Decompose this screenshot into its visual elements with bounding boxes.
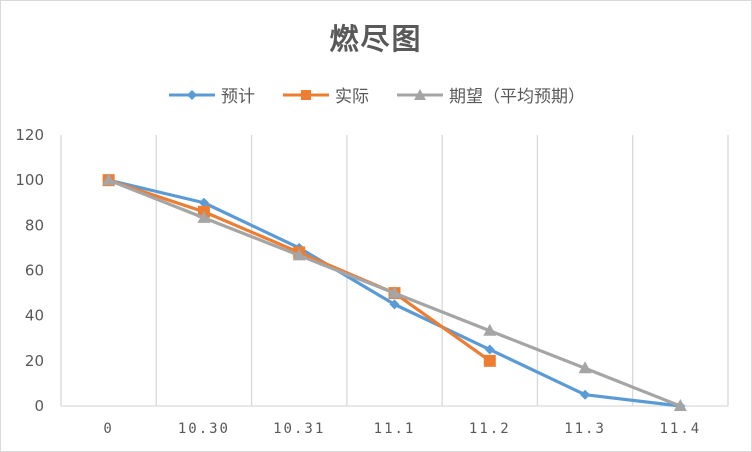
triangle-marker-icon[interactable] [578, 361, 592, 374]
chart-title: 燃尽图 [329, 22, 423, 56]
y-tick-label: 40 [25, 307, 44, 325]
y-tick-label: 100 [15, 171, 44, 189]
y-tick-label: 60 [25, 262, 44, 280]
triangle-marker-icon [397, 88, 443, 100]
diamond-marker-icon [169, 89, 215, 100]
data-series [102, 173, 687, 411]
series-square [102, 174, 496, 367]
diamond-marker-icon[interactable] [389, 299, 400, 310]
series-triangle [102, 173, 687, 411]
x-tick-label: 11.3 [564, 421, 606, 437]
chart-legend: 预计 实际 期望（平均预期） [0, 82, 752, 107]
square-marker-icon [283, 89, 329, 100]
diamond-marker-icon[interactable] [484, 344, 495, 355]
legend-label: 实际 [335, 87, 369, 107]
x-tick-label: 11.1 [374, 421, 416, 437]
y-axis-ticks: 0 20 40 60 80 100 120 [15, 126, 44, 415]
diamond-marker-icon[interactable] [198, 197, 209, 208]
legend-item-expected[interactable]: 期望（平均预期） [395, 82, 585, 107]
x-tick-label: 0 [103, 421, 113, 437]
triangle-marker-icon[interactable] [197, 210, 211, 223]
x-tick-label: 11.2 [469, 421, 511, 437]
triangle-marker-icon[interactable] [483, 323, 497, 336]
x-tick-label: 10.31 [273, 421, 325, 437]
square-marker-icon[interactable] [483, 354, 496, 367]
triangle-marker-icon[interactable] [673, 399, 687, 411]
y-tick-label: 80 [25, 216, 44, 234]
series-line [108, 178, 491, 363]
legend-item-actual[interactable]: 实际 [281, 82, 369, 107]
x-axis-ticks: 0 10.30 10.31 11.1 11.2 11.3 11.4 [103, 421, 701, 437]
legend-item-planned[interactable]: 预计 [167, 82, 255, 107]
triangle-marker-icon[interactable] [292, 248, 306, 261]
y-tick-label: 0 [34, 397, 44, 415]
y-tick-label: 120 [15, 126, 44, 144]
triangle-marker-icon[interactable] [102, 173, 116, 186]
triangle-marker-icon[interactable] [388, 286, 401, 299]
legend-label: 期望（平均预期） [449, 87, 585, 107]
y-tick-label: 20 [25, 352, 44, 370]
vertical-gridlines [60, 135, 729, 407]
legend-label: 预计 [221, 87, 255, 107]
diamond-marker-icon[interactable] [580, 389, 591, 400]
x-tick-label: 11.4 [659, 421, 701, 437]
x-tick-label: 10.30 [178, 421, 230, 437]
